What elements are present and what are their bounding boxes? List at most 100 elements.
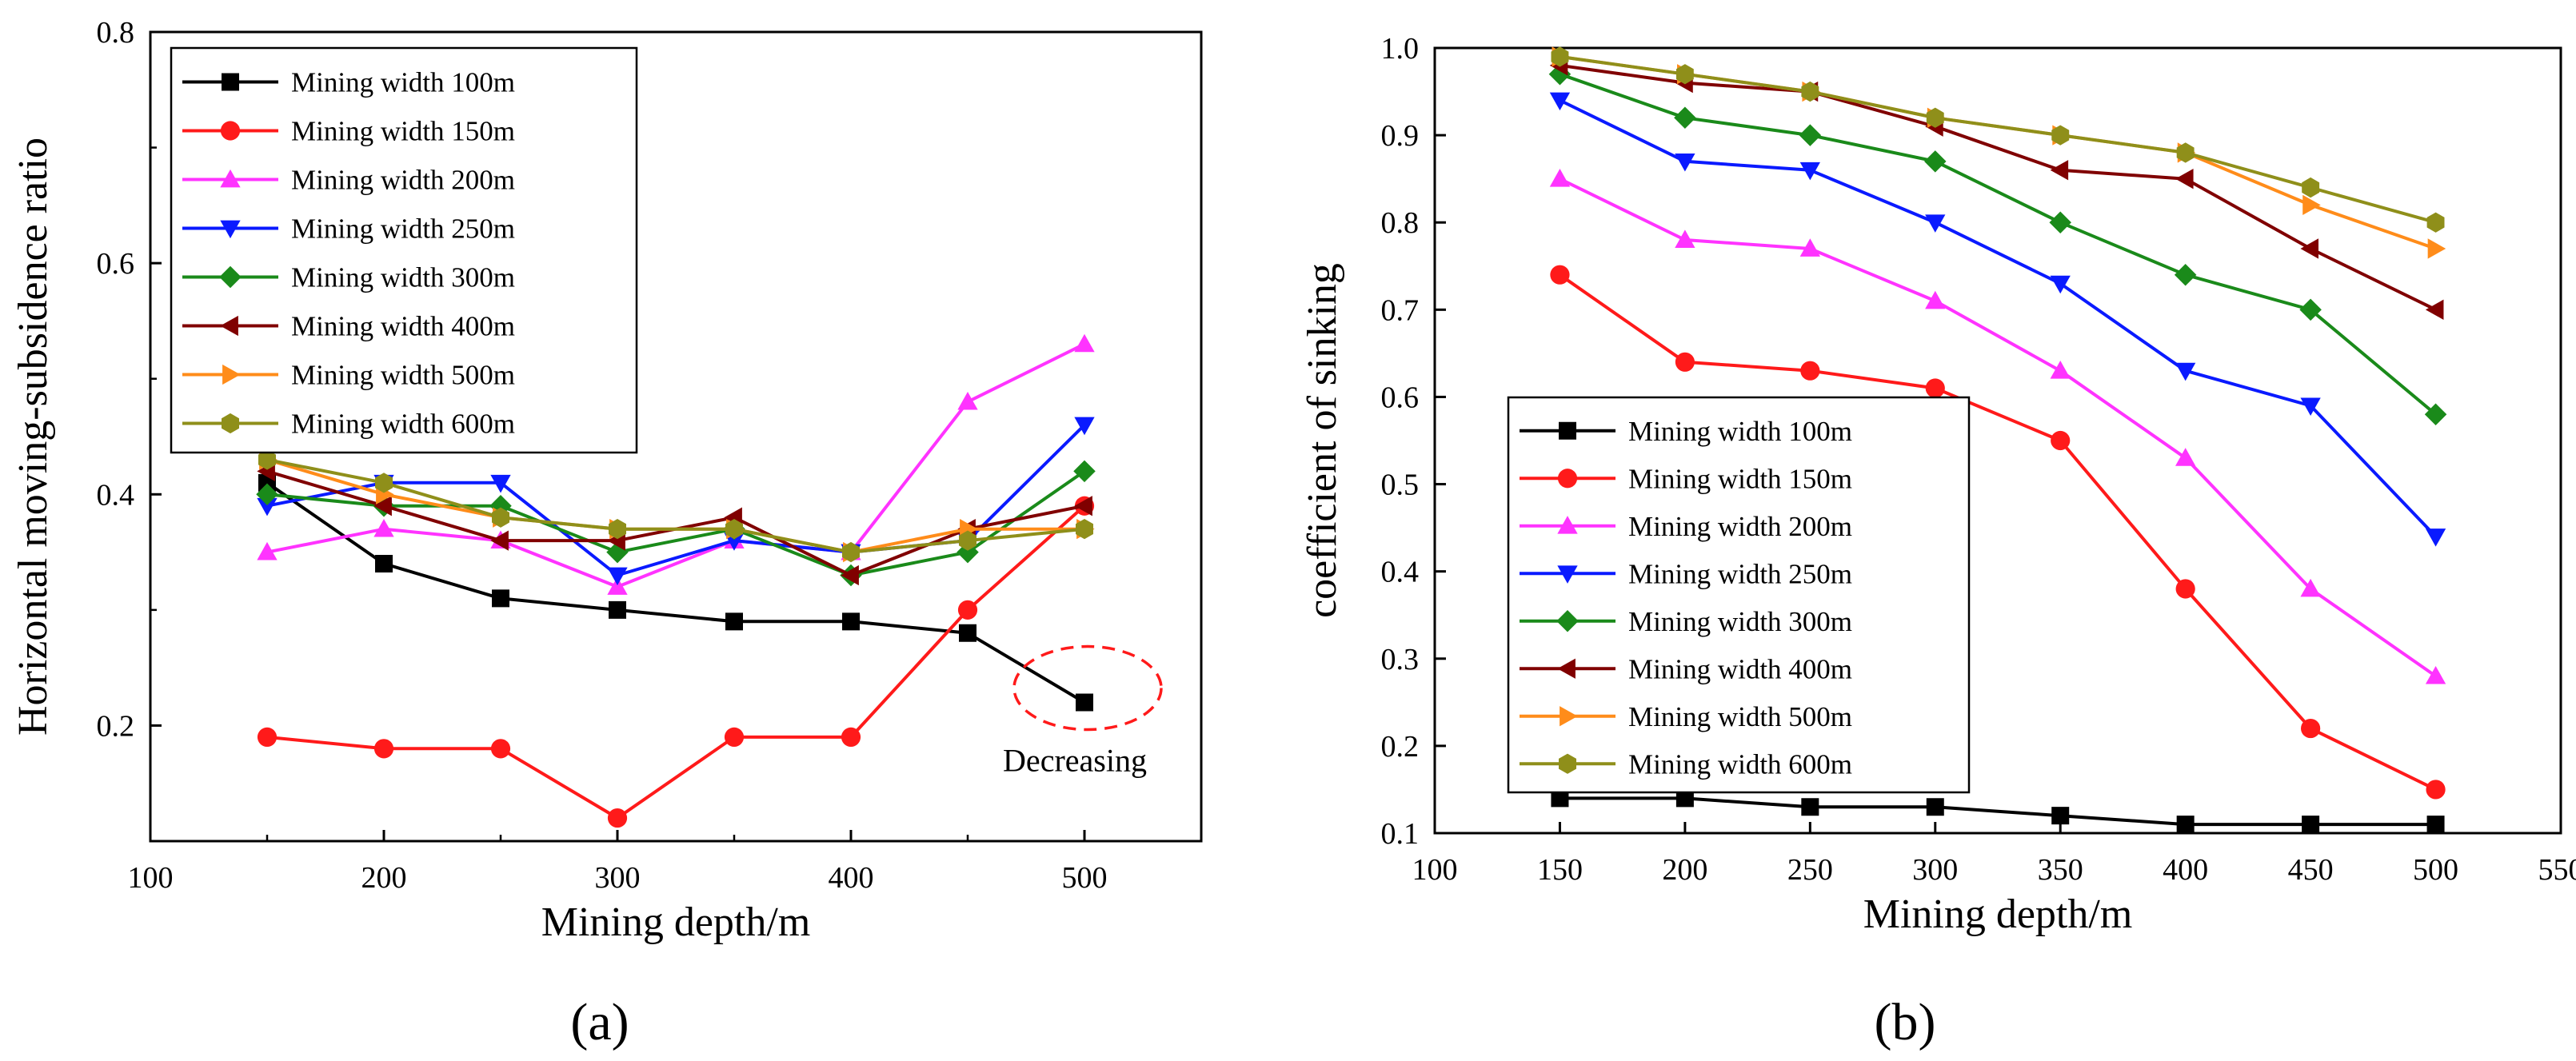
data-point — [957, 600, 978, 620]
data-point — [957, 391, 978, 410]
data-point — [2175, 169, 2194, 189]
series-4 — [1549, 92, 2446, 547]
series-line — [1560, 54, 2437, 225]
data-point — [2302, 194, 2321, 216]
chart-a: 100 200 300 400 500 0.2 0.4 0.6 0.8 Mining depth/… — [10, 16, 1203, 1051]
data-point — [490, 530, 509, 551]
data-point — [1550, 265, 1570, 285]
legend-marker — [220, 169, 241, 188]
legend-marker — [220, 315, 238, 337]
series-line — [266, 469, 1086, 577]
x-axis-label: Mining depth/m — [1863, 891, 2133, 937]
data-point — [841, 727, 861, 747]
data-point — [257, 541, 278, 560]
data-point — [492, 507, 509, 528]
legend-item: Mining width 100m — [182, 67, 515, 98]
data-point — [1074, 333, 1095, 353]
x-tick-label: 450 — [2288, 853, 2334, 887]
y-tick-label: 0.2 — [1381, 730, 1420, 764]
data-point — [1925, 290, 1946, 309]
legend-item: Mining width 500m — [182, 360, 515, 391]
series-line — [266, 342, 1085, 588]
data-point — [1801, 81, 1819, 102]
data-point — [2424, 403, 2447, 426]
x-tick-label: 400 — [829, 861, 874, 895]
data-point — [1926, 107, 1944, 128]
legend-label: Mining width 250m — [291, 213, 515, 245]
legend-label: Mining width 100m — [291, 67, 515, 98]
legend-marker — [1556, 610, 1579, 632]
legend-item: Mining width 200m — [182, 165, 515, 196]
x-tick-label: 300 — [595, 861, 641, 895]
series-line — [1559, 273, 2437, 792]
data-point — [2049, 211, 2071, 233]
data-point — [1675, 352, 1695, 372]
series-line — [1560, 63, 2437, 312]
data-point — [2299, 298, 2322, 321]
y-tick-label: 1.0 — [1381, 32, 1420, 66]
series-line — [1559, 98, 2438, 538]
plot-frame — [1433, 46, 2562, 835]
x-axis-label: Mining depth/m — [541, 899, 811, 945]
data-point — [2425, 665, 2446, 684]
data-point — [607, 808, 628, 828]
legend-label: Mining width 250m — [1628, 558, 1852, 589]
series-8 — [258, 449, 1093, 563]
y-axis: 0.1 0.2 0.3 0.4 0.5 0.6 0.7 0.8 0.9 1.0 — [1381, 32, 1446, 851]
data-point — [2302, 177, 2320, 198]
data-point — [725, 612, 743, 631]
data-point — [1549, 92, 1571, 111]
series-5 — [1548, 62, 2447, 426]
y-tick-label: 0.4 — [1381, 556, 1420, 589]
data-point — [2427, 238, 2446, 259]
data-point — [725, 519, 743, 540]
plot-frame — [149, 30, 1203, 843]
x-tick-label: 400 — [2163, 853, 2208, 887]
legend-marker — [1560, 706, 1578, 727]
data-point — [2426, 780, 2446, 800]
series-line — [266, 505, 1086, 820]
data-point — [2175, 448, 2196, 466]
data-point — [1674, 106, 1696, 130]
data-point — [1551, 789, 1569, 808]
data-point — [1925, 214, 1946, 233]
data-point — [1799, 124, 1822, 146]
data-point — [1675, 789, 1694, 808]
legend-marker — [1557, 516, 1578, 534]
legend-item: Mining width 300m — [1520, 606, 1852, 637]
y-tick-label: 0.1 — [1381, 817, 1420, 851]
series-line — [266, 457, 1085, 554]
legend-marker — [220, 121, 241, 141]
data-point — [607, 567, 628, 586]
x-axis: 100 150 200 250 300 350 400 450 500 550 — [1412, 822, 2576, 887]
data-point — [373, 496, 392, 517]
data-point — [2175, 579, 2195, 599]
data-point — [2425, 529, 2446, 547]
data-point — [2301, 718, 2321, 739]
data-point — [2174, 263, 2197, 286]
legend-label: Mining width 150m — [291, 116, 515, 147]
data-point — [2300, 397, 2321, 417]
legend-marker — [219, 265, 242, 289]
data-point — [2175, 362, 2196, 381]
data-point — [1076, 693, 1093, 712]
legend-marker — [1557, 658, 1576, 679]
data-point — [257, 497, 278, 517]
x-tick-label: 500 — [1062, 861, 1108, 895]
panel-label: (a) — [570, 993, 629, 1051]
legend-label: Mining width 200m — [1628, 511, 1852, 542]
data-point — [492, 589, 509, 608]
legend-marker — [1557, 565, 1578, 584]
annotation-text: Decreasing — [1003, 743, 1147, 779]
dashed-ellipse — [1012, 644, 1163, 732]
x-tick-label: 200 — [361, 861, 407, 895]
x-tick-label: 100 — [128, 861, 174, 895]
data-point — [724, 727, 745, 747]
legend-marker — [222, 73, 239, 91]
y-tick-label: 0.8 — [97, 16, 135, 50]
data-point — [1926, 798, 1944, 816]
data-point — [2302, 816, 2320, 834]
data-point — [1074, 417, 1095, 436]
legend-marker — [1557, 469, 1578, 489]
data-point — [490, 474, 511, 493]
